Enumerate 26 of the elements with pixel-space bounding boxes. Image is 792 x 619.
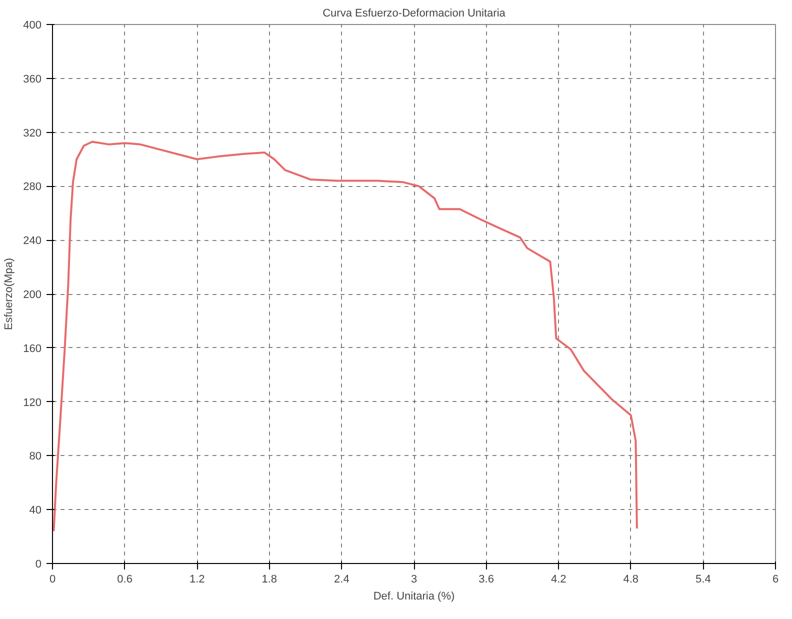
y-tick-label: 320	[23, 127, 42, 140]
y-tick-label: 160	[23, 342, 42, 355]
x-tick-label: 0.6	[117, 574, 132, 586]
chart-title: Curva Esfuerzo-Deformacion Unitaria	[322, 8, 506, 20]
x-tick-label: 6	[772, 574, 779, 586]
x-tick-label: 0	[49, 574, 56, 586]
x-tick-label: 1.2	[189, 574, 205, 586]
y-tick-label: 120	[23, 396, 42, 409]
y-tick-label: 80	[29, 450, 42, 463]
y-tick-label: 240	[23, 235, 42, 248]
x-tick-label: 5.4	[696, 574, 711, 586]
x-tick-label: 1.8	[262, 574, 278, 586]
x-tick-label: 4.8	[623, 574, 639, 586]
x-tick-label: 2.4	[334, 574, 350, 586]
y-tick-label: 40	[29, 504, 42, 517]
y-tick-label: 400	[23, 20, 42, 32]
line-series	[52, 140, 638, 532]
x-axis-title: Def. Unitaria (%)	[373, 590, 455, 602]
y-axis-title: Esfuerzo(Mpa)	[3, 258, 16, 330]
y-tick-label: 360	[23, 73, 42, 86]
x-tick-label: 3	[410, 574, 418, 586]
y-tick-label: 200	[23, 289, 42, 301]
x-tick-label: 4.2	[550, 574, 566, 586]
y-tick-label: 0	[35, 558, 42, 570]
y-tick-label: 280	[23, 181, 42, 194]
x-tick-label: 3.6	[478, 574, 494, 586]
